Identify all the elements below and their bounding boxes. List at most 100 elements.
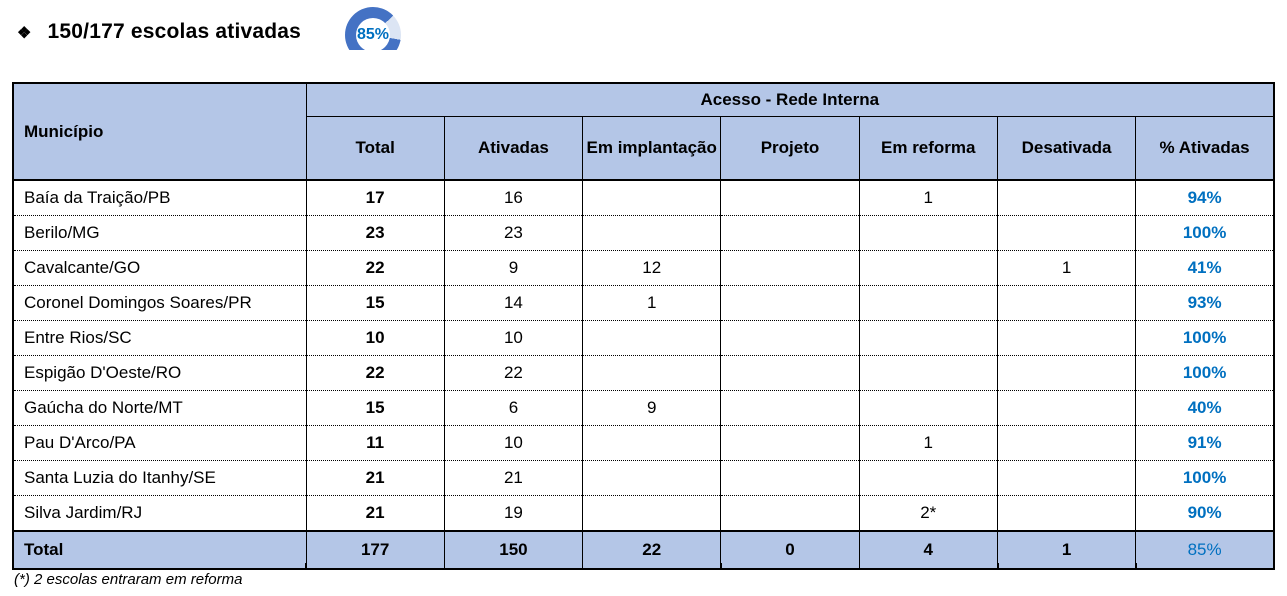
cell-em-reforma xyxy=(858,355,998,391)
column-tick xyxy=(12,563,14,570)
cell-desativada xyxy=(996,425,1137,461)
cell-em-reforma xyxy=(858,215,998,251)
cell-em-reforma: 4 xyxy=(858,530,998,570)
cell-ativadas: 10 xyxy=(443,425,584,461)
cell-pct-ativadas: 41% xyxy=(1135,250,1275,286)
table-header-row-columns: Total Ativadas Em implantação Projeto Em… xyxy=(13,116,1275,181)
cell-pct-ativadas: 40% xyxy=(1135,390,1275,426)
cell-municipio: Coronel Domingos Soares/PR xyxy=(12,285,307,321)
cell-em-implantacao: 1 xyxy=(582,285,722,321)
column-header-em-reforma: Em reforma xyxy=(858,116,998,181)
cell-em-reforma: 1 xyxy=(858,425,998,461)
cell-total: 22 xyxy=(305,355,445,391)
cell-em-implantacao: 12 xyxy=(582,250,722,286)
page-title-text: 150/177 escolas ativadas xyxy=(47,20,302,43)
column-tick xyxy=(305,563,306,570)
cell-projeto xyxy=(720,320,860,356)
table-row: Cavalcante/GO 22 9 12 1 41% xyxy=(12,250,1275,286)
cell-pct-ativadas: 90% xyxy=(1135,495,1275,532)
column-ticks xyxy=(12,563,1275,570)
cell-desativada xyxy=(996,320,1137,356)
cell-projeto xyxy=(720,285,860,321)
cell-projeto: 0 xyxy=(720,530,860,570)
column-header-ativadas: Ativadas xyxy=(443,116,584,181)
cell-ativadas: 9 xyxy=(443,250,584,286)
gauge-percent-label: 85% xyxy=(356,26,390,43)
cell-total: 11 xyxy=(305,425,445,461)
table-header-row-group: Município Acesso - Rede Interna xyxy=(12,82,1275,181)
column-tick xyxy=(1273,563,1275,570)
cell-desativada xyxy=(996,285,1137,321)
cell-projeto xyxy=(720,355,860,391)
table-row: Pau D'Arco/PA 11 10 1 91% xyxy=(12,425,1275,461)
cell-total: 177 xyxy=(305,530,445,570)
cell-em-reforma: 1 xyxy=(858,179,998,216)
cell-ativadas: 6 xyxy=(443,390,584,426)
cell-total: 15 xyxy=(305,285,445,321)
column-tick xyxy=(859,563,860,570)
cell-municipio: Santa Luzia do Itanhy/SE xyxy=(12,460,307,496)
page-title: ❖ 150/177 escolas ativadas xyxy=(17,20,301,44)
gauge-hole xyxy=(356,18,390,50)
cell-pct-ativadas: 85% xyxy=(1135,530,1275,570)
cell-projeto xyxy=(720,495,860,532)
cell-municipio: Espigão D'Oeste/RO xyxy=(12,355,307,391)
cell-em-reforma xyxy=(858,320,998,356)
cell-em-implantacao xyxy=(582,425,722,461)
table-row: Berilo/MG 23 23 100% xyxy=(12,215,1275,251)
column-tick xyxy=(998,563,999,570)
total-row-label: Total xyxy=(12,530,307,570)
cell-desativada xyxy=(996,390,1137,426)
table-row: Espigão D'Oeste/RO 22 22 100% xyxy=(12,355,1275,391)
cell-municipio: Gaúcha do Norte/MT xyxy=(12,390,307,426)
cell-pct-ativadas: 94% xyxy=(1135,179,1275,216)
column-header-pct-ativadas: % Ativadas xyxy=(1135,116,1275,181)
cell-ativadas: 23 xyxy=(443,215,584,251)
cell-em-reforma: 2* xyxy=(858,495,998,532)
cell-ativadas: 19 xyxy=(443,495,584,532)
cell-pct-ativadas: 100% xyxy=(1135,355,1275,391)
cell-desativada xyxy=(996,355,1137,391)
cell-municipio: Baía da Traição/PB xyxy=(12,179,307,216)
cell-projeto xyxy=(720,390,860,426)
cell-em-implantacao xyxy=(582,460,722,496)
cell-desativada xyxy=(996,179,1137,216)
cell-total: 10 xyxy=(305,320,445,356)
cell-projeto xyxy=(720,179,860,216)
cell-pct-ativadas: 100% xyxy=(1135,215,1275,251)
column-header-desativada: Desativada xyxy=(996,116,1137,181)
cell-ativadas: 22 xyxy=(443,355,584,391)
cell-pct-ativadas: 93% xyxy=(1135,285,1275,321)
cell-desativada: 1 xyxy=(996,530,1137,570)
cell-municipio: Berilo/MG xyxy=(12,215,307,251)
table-row: Baía da Traição/PB 17 16 1 94% xyxy=(12,179,1275,216)
cell-total: 23 xyxy=(305,215,445,251)
cell-municipio: Entre Rios/SC xyxy=(12,320,307,356)
cell-total: 22 xyxy=(305,250,445,286)
schools-table: Município Acesso - Rede Interna Total At… xyxy=(12,82,1275,570)
cell-total: 21 xyxy=(305,460,445,496)
column-tick xyxy=(444,563,445,570)
cell-municipio: Silva Jardim/RJ xyxy=(12,495,307,532)
cell-total: 21 xyxy=(305,495,445,532)
cell-municipio: Cavalcante/GO xyxy=(12,250,307,286)
cell-municipio: Pau D'Arco/PA xyxy=(12,425,307,461)
group-header-acesso-rede-interna: Acesso - Rede Interna xyxy=(305,82,1275,117)
column-tick xyxy=(1136,563,1137,570)
cell-projeto xyxy=(720,425,860,461)
column-tick xyxy=(721,563,722,570)
cell-em-implantacao xyxy=(582,320,722,356)
cell-em-reforma xyxy=(858,390,998,426)
footnote: (*) 2 escolas entraram em reforma xyxy=(14,571,243,588)
cell-em-implantacao xyxy=(582,179,722,216)
table-row: Gaúcha do Norte/MT 15 6 9 40% xyxy=(12,390,1275,426)
diamond-bullet-icon: ❖ xyxy=(17,25,32,42)
cell-ativadas: 150 xyxy=(443,530,584,570)
cell-em-reforma xyxy=(858,250,998,286)
cell-em-implantacao xyxy=(582,355,722,391)
table-row: Entre Rios/SC 10 10 100% xyxy=(12,320,1275,356)
cell-projeto xyxy=(720,250,860,286)
cell-desativada xyxy=(996,215,1137,251)
column-tick xyxy=(582,563,583,570)
cell-desativada xyxy=(996,460,1137,496)
